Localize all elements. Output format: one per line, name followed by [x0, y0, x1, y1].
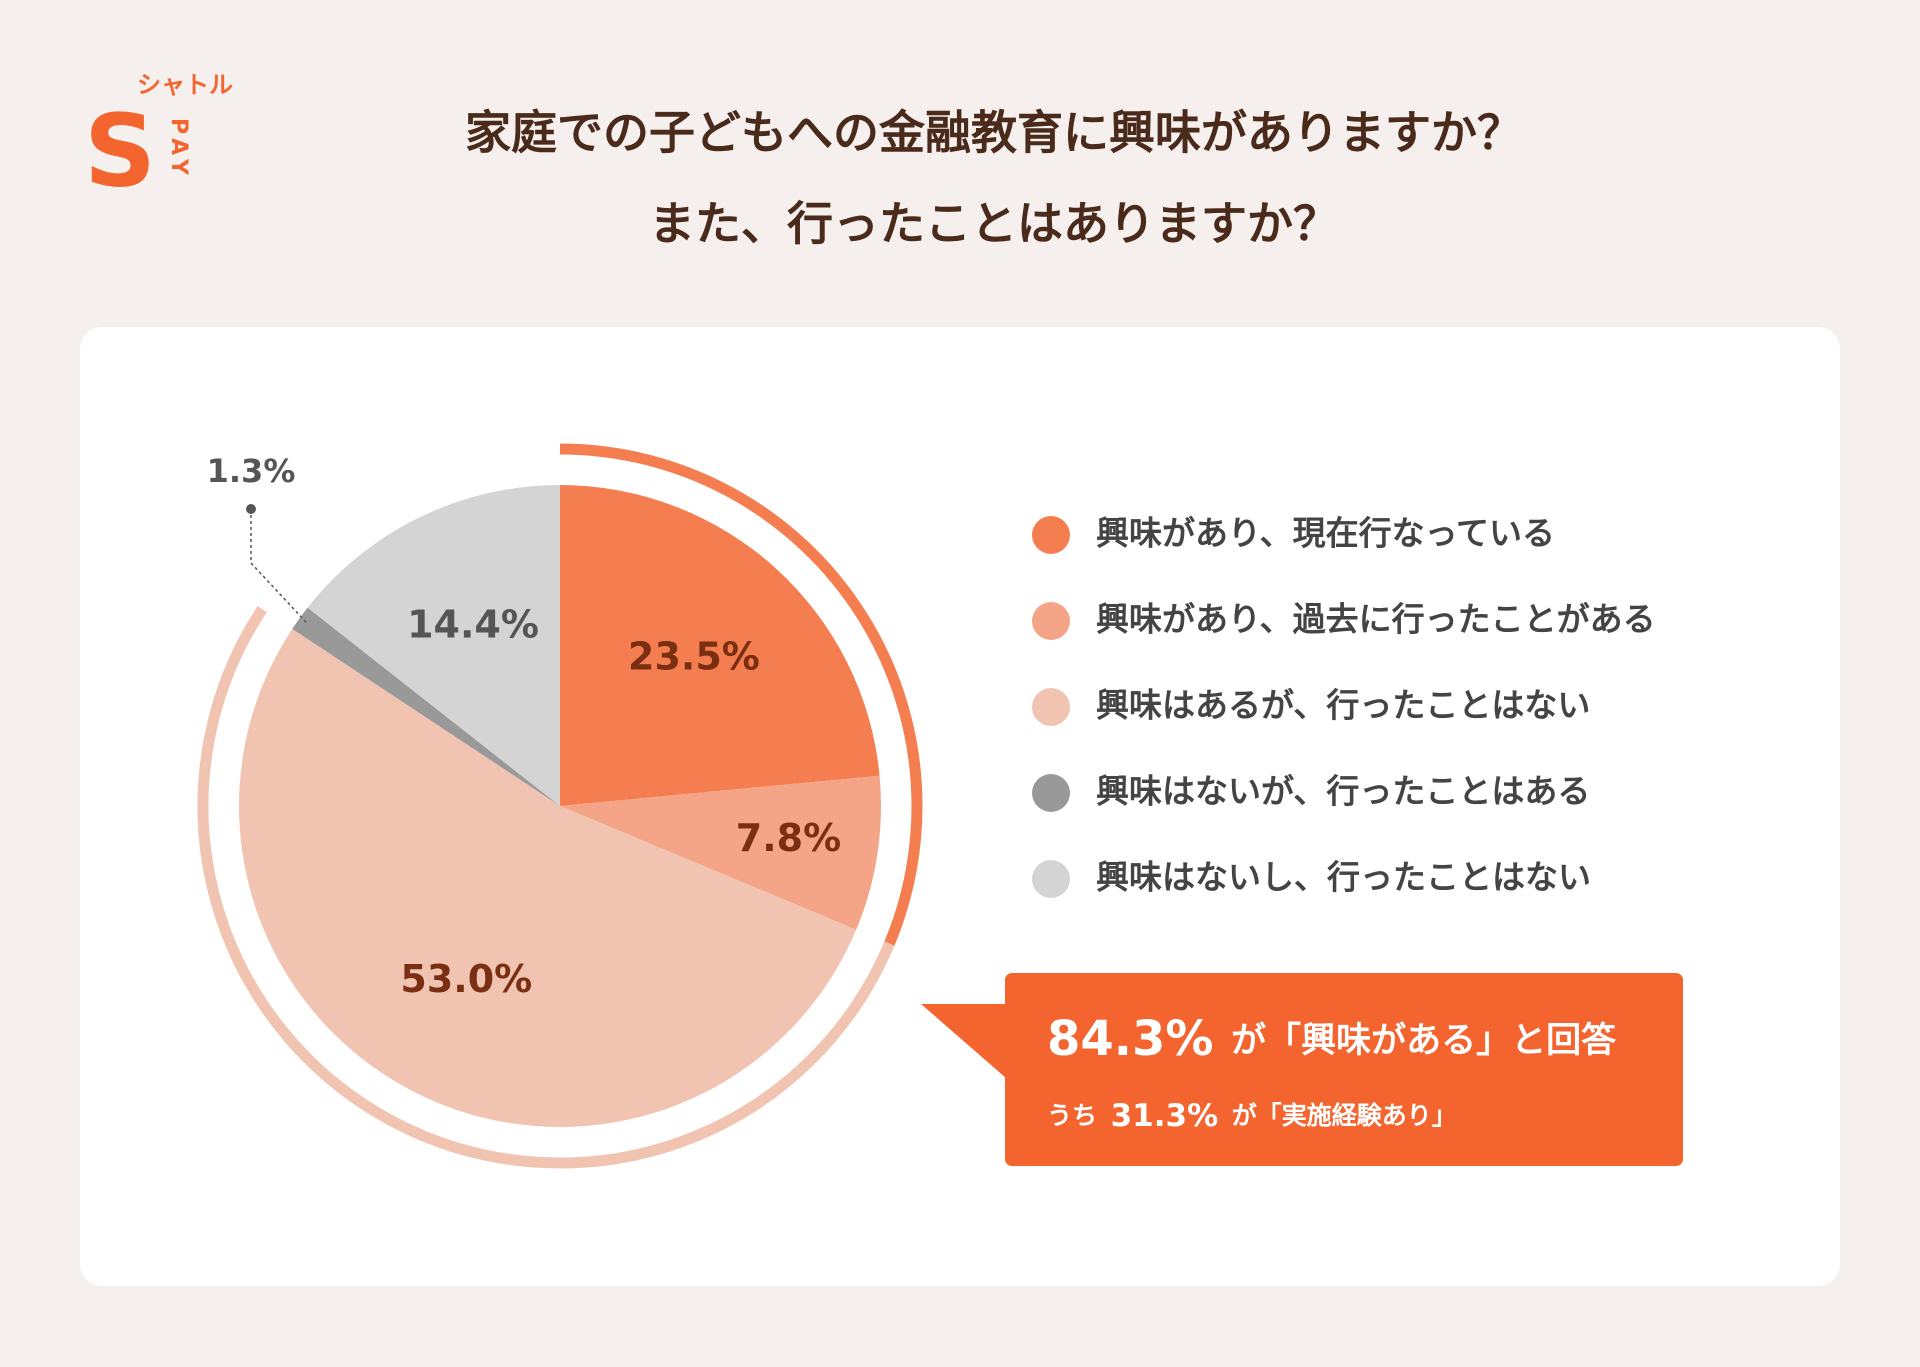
- headline-text: が「興味がある」と回答: [1231, 1021, 1617, 1061]
- legend-label: 興味があり、過去に行ったことがある: [1096, 600, 1656, 639]
- logo-name: シャトル: [137, 71, 233, 99]
- leader-dot: [246, 504, 256, 514]
- pie-slice: [307, 484, 560, 806]
- legend-swatch: [1032, 774, 1070, 812]
- data-label: 23.5%: [628, 634, 760, 678]
- legend-swatch: [1032, 602, 1070, 640]
- legend-label: 興味はあるが、行ったことはない: [1096, 686, 1590, 725]
- logo-mark: S: [84, 92, 156, 209]
- legend-swatch: [1032, 516, 1070, 554]
- legend-swatch: [1032, 860, 1070, 898]
- sub-text: が「実施経験あり」: [1232, 1101, 1457, 1130]
- legend-label: 興味はないし、行ったことはない: [1096, 858, 1591, 897]
- pie-slice: [560, 775, 881, 930]
- sub-prefix: うち: [1047, 1101, 1097, 1130]
- pie-slice: [560, 485, 880, 806]
- outer-arc: [559, 443, 923, 946]
- logo-sub: PAY: [166, 118, 191, 181]
- data-label: 1.3%: [207, 452, 296, 490]
- chart-title: 家庭での子どもへの金融教育に興味がありますか？: [465, 106, 1523, 160]
- legend-swatch: [1032, 688, 1070, 726]
- legend-label: 興味があり、現在行なっている: [1096, 514, 1555, 553]
- leader-line: [250, 509, 309, 625]
- data-label: 14.4%: [407, 603, 539, 647]
- callout-pointer: [921, 1004, 1006, 1078]
- pie-slice: [292, 607, 560, 806]
- pie-slice: [239, 628, 857, 1127]
- callout-headline: 84.3% が「興味がある」と回答: [1047, 1011, 1617, 1067]
- headline-value: 84.3%: [1047, 1011, 1214, 1067]
- callout: [1005, 973, 1683, 1166]
- legend-label: 興味はないが、行ったことはある: [1096, 772, 1590, 811]
- sub-value: 31.3%: [1111, 1098, 1219, 1134]
- data-label: 7.8%: [736, 816, 841, 860]
- chart-title: また、行ったことはありますか？: [649, 197, 1339, 251]
- callout-sub: うち 31.3% が「実施経験あり」: [1047, 1098, 1457, 1134]
- data-label: 53.0%: [400, 957, 532, 1001]
- outer-arc: [197, 606, 895, 1169]
